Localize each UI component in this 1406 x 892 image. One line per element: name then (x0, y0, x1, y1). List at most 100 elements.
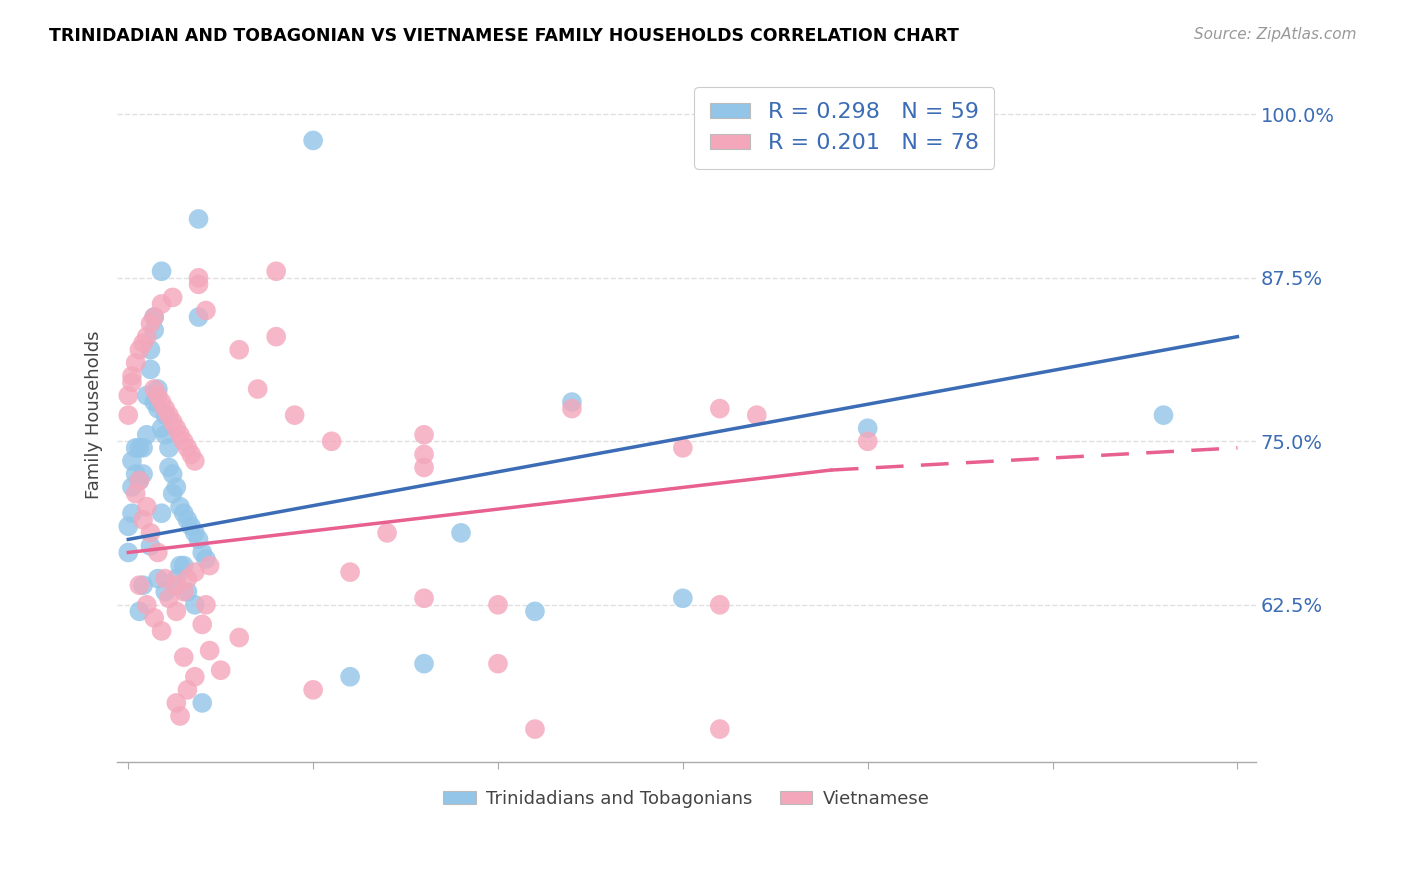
Point (128, 604, 150, 618)
Point (1153, 408, 1175, 422)
Point (124, 441, 146, 455)
Point (150, 264, 173, 278)
Point (155, 584, 177, 599)
Point (135, 500, 157, 514)
Point (146, 572, 169, 586)
Point (143, 382, 166, 396)
Point (187, 310, 209, 324)
Point (139, 317, 162, 331)
Point (121, 480, 143, 494)
Point (162, 467, 184, 481)
Point (187, 533, 209, 547)
Point (162, 290, 184, 304)
Point (128, 474, 150, 488)
Point (150, 421, 173, 435)
Point (150, 297, 173, 311)
Point (450, 525, 472, 540)
Point (191, 617, 214, 632)
Point (180, 519, 202, 533)
Point (228, 631, 250, 645)
Point (194, 552, 217, 566)
Point (413, 591, 436, 606)
Point (135, 598, 157, 612)
Point (187, 270, 209, 285)
Point (146, 545, 169, 559)
Point (135, 329, 157, 343)
Point (176, 682, 198, 697)
Point (486, 598, 509, 612)
Point (264, 329, 287, 343)
Point (184, 598, 207, 612)
Point (162, 486, 184, 500)
Point (173, 506, 195, 520)
Point (184, 670, 207, 684)
Point (561, 401, 583, 416)
Point (375, 525, 398, 540)
Point (191, 696, 214, 710)
Point (155, 427, 177, 442)
Point (561, 395, 583, 409)
Point (339, 565, 361, 579)
Point (302, 682, 325, 697)
Point (173, 584, 195, 599)
Point (139, 362, 162, 376)
Point (486, 657, 509, 671)
Point (117, 388, 139, 402)
Point (128, 343, 150, 357)
Point (143, 611, 166, 625)
Point (124, 356, 146, 370)
Point (132, 513, 155, 527)
Point (169, 500, 191, 514)
Point (121, 368, 143, 383)
Point (169, 427, 191, 442)
Point (198, 643, 221, 657)
Point (413, 460, 436, 475)
Point (150, 624, 173, 638)
Point (191, 545, 214, 559)
Point (709, 598, 731, 612)
Point (146, 382, 169, 396)
Point (128, 474, 150, 488)
Point (302, 133, 325, 147)
Point (117, 519, 139, 533)
Point (856, 434, 879, 449)
Point (132, 467, 155, 481)
Point (709, 722, 731, 736)
Point (165, 421, 187, 435)
Point (284, 408, 307, 422)
Point (176, 584, 198, 599)
Point (135, 388, 157, 402)
Point (228, 343, 250, 357)
Point (173, 434, 195, 449)
Point (169, 558, 191, 573)
Point (523, 722, 546, 736)
Point (413, 447, 436, 461)
Text: TRINIDADIAN AND TOBAGONIAN VS VIETNAMESE FAMILY HOUSEHOLDS CORRELATION CHART: TRINIDADIAN AND TOBAGONIAN VS VIETNAMESE… (49, 27, 959, 45)
Point (124, 467, 146, 481)
Legend: Trinidadians and Tobagonians, Vietnamese: Trinidadians and Tobagonians, Vietnamese (436, 782, 938, 815)
Point (165, 578, 187, 592)
Text: Source: ZipAtlas.com: Source: ZipAtlas.com (1194, 27, 1357, 42)
Point (187, 211, 209, 226)
Point (155, 401, 177, 416)
Point (165, 604, 187, 618)
Point (176, 441, 198, 455)
Point (143, 310, 166, 324)
Point (523, 604, 546, 618)
Point (194, 598, 217, 612)
Point (121, 506, 143, 520)
Point (184, 525, 207, 540)
Point (198, 558, 221, 573)
Point (180, 447, 202, 461)
Point (128, 578, 150, 592)
Point (121, 454, 143, 468)
Point (132, 336, 155, 351)
Point (117, 408, 139, 422)
Point (132, 578, 155, 592)
Point (157, 408, 180, 422)
Point (143, 395, 166, 409)
Point (176, 572, 198, 586)
Point (246, 382, 269, 396)
Point (209, 663, 232, 677)
Point (413, 427, 436, 442)
